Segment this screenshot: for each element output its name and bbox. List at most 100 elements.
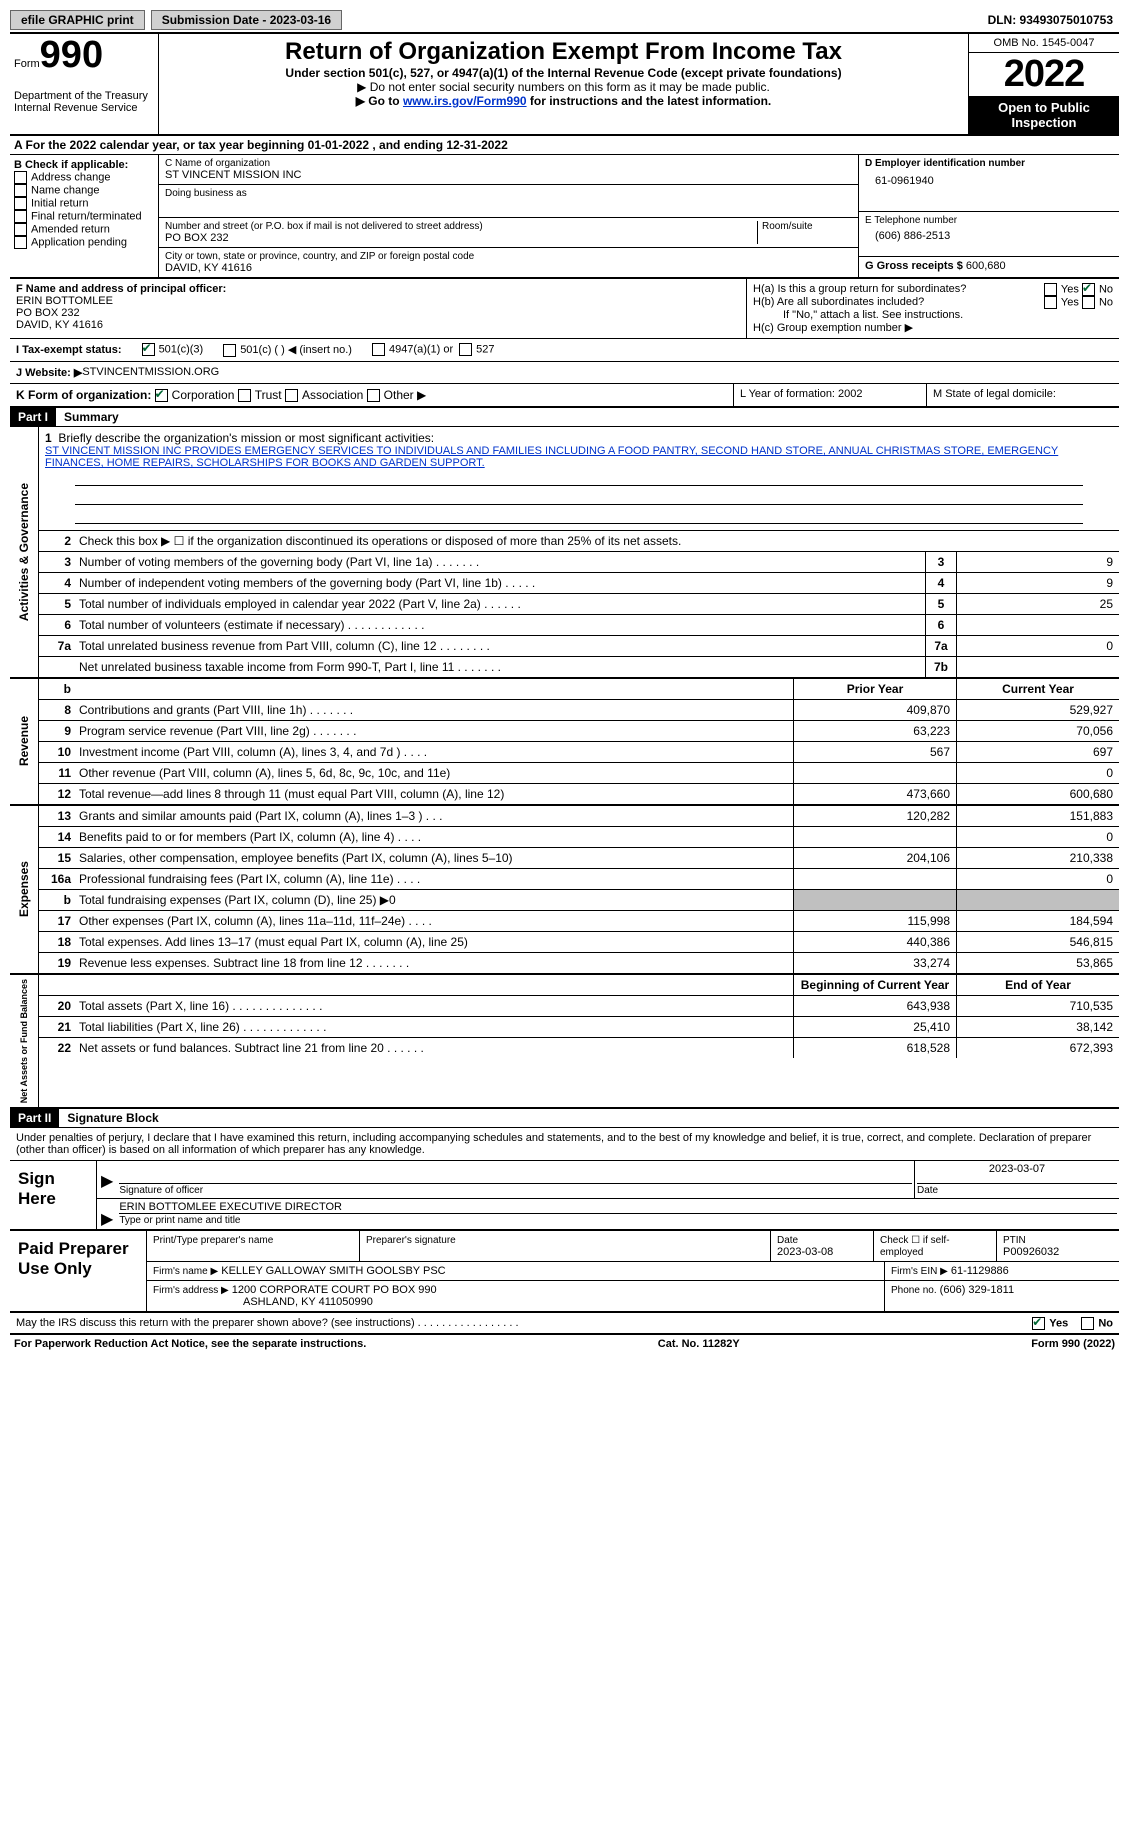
org-name-cell: C Name of organization ST VINCENT MISSIO… (159, 155, 858, 185)
summary-line: 17Other expenses (Part IX, column (A), l… (39, 911, 1119, 932)
i-501c[interactable] (223, 344, 236, 357)
row-j: J Website: ▶ STVINCENTMISSION.ORG (10, 362, 1119, 384)
gross-cell: G Gross receipts $ 600,680 (859, 257, 1119, 275)
fh-block: F Name and address of principal officer:… (10, 279, 1119, 339)
summary-line: 4Number of independent voting members of… (39, 573, 1119, 594)
form-subtitle: Under section 501(c), 527, or 4947(a)(1)… (163, 66, 964, 80)
section-a: A For the 2022 calendar year, or tax yea… (10, 136, 1119, 155)
discuss-yes[interactable] (1032, 1317, 1045, 1330)
phone-cell: E Telephone number (606) 886-2513 (859, 212, 1119, 257)
efile-print-button[interactable]: efile GRAPHIC print (10, 10, 145, 30)
summary-line: 8Contributions and grants (Part VIII, li… (39, 700, 1119, 721)
summary-line: 16aProfessional fundraising fees (Part I… (39, 869, 1119, 890)
summary-line: 22Net assets or fund balances. Subtract … (39, 1038, 1119, 1058)
side-ag: Activities & Governance (10, 427, 39, 677)
i-4947[interactable] (372, 343, 385, 356)
dba-cell: Doing business as (159, 185, 858, 218)
street-cell: Number and street (or P.O. box if mail i… (159, 218, 858, 248)
street: PO BOX 232 (165, 232, 753, 244)
top-bar: efile GRAPHIC print Submission Date - 20… (10, 10, 1119, 34)
summary-line: 5Total number of individuals employed in… (39, 594, 1119, 615)
k-box: K Form of organization: Corporation Trus… (10, 384, 734, 406)
paid-preparer: Paid Preparer Use Only (10, 1231, 147, 1311)
l-box: L Year of formation: 2002 (734, 384, 927, 406)
sig-block: Under penalties of perjury, I declare th… (10, 1128, 1119, 1231)
summary-line: 19Revenue less expenses. Subtract line 1… (39, 953, 1119, 973)
b-check-item: Address change (14, 171, 154, 184)
summary-line: bTotal fundraising expenses (Part IX, co… (39, 890, 1119, 911)
h-col: H(a) Is this a group return for subordin… (747, 279, 1119, 338)
na-section: Net Assets or Fund Balances Beginning of… (10, 975, 1119, 1109)
m-box: M State of legal domicile: (927, 384, 1119, 406)
note-ssn: ▶ Do not enter social security numbers o… (163, 80, 964, 94)
summary-line: 7aTotal unrelated business revenue from … (39, 636, 1119, 657)
ag-section: Activities & Governance 1 Briefly descri… (10, 427, 1119, 679)
phone: (606) 886-2513 (865, 226, 1113, 242)
mission-text: ST VINCENT MISSION INC PROVIDES EMERGENC… (45, 445, 1113, 469)
b-label: B Check if applicable: (14, 159, 154, 171)
b-check-item: Initial return (14, 197, 154, 210)
hb-yes[interactable] (1044, 296, 1057, 309)
summary-line: 20Total assets (Part X, line 16) . . . .… (39, 996, 1119, 1017)
submission-date: Submission Date - 2023-03-16 (151, 10, 342, 30)
header-center: Return of Organization Exempt From Incom… (159, 34, 969, 134)
org-name: ST VINCENT MISSION INC (165, 169, 852, 181)
header-right: OMB No. 1545-0047 2022 Open to Public In… (969, 34, 1119, 134)
ha-no[interactable] (1082, 283, 1095, 296)
part1-header: Part I Summary (10, 408, 1119, 427)
summary-line: 14Benefits paid to or for members (Part … (39, 827, 1119, 848)
entity-block: B Check if applicable: Address changeNam… (10, 155, 1119, 279)
summary-line: 11Other revenue (Part VIII, column (A), … (39, 763, 1119, 784)
summary-line: 13Grants and similar amounts paid (Part … (39, 806, 1119, 827)
row-i: I Tax-exempt status: 501(c)(3) 501(c) ( … (10, 339, 1119, 362)
tax-year: 2022 (969, 53, 1119, 96)
i-527[interactable] (459, 343, 472, 356)
irs-label: Internal Revenue Service (14, 102, 154, 114)
open-public: Open to Public Inspection (969, 96, 1119, 134)
f-col: F Name and address of principal officer:… (10, 279, 747, 338)
penalty-text: Under penalties of perjury, I declare th… (10, 1128, 1119, 1161)
summary-line: 10Investment income (Part VIII, column (… (39, 742, 1119, 763)
b-check-item: Final return/terminated (14, 210, 154, 223)
hb-no[interactable] (1082, 296, 1095, 309)
preparer-block: Paid Preparer Use Only Print/Type prepar… (10, 1231, 1119, 1313)
summary-line: 15Salaries, other compensation, employee… (39, 848, 1119, 869)
header-left: Form990 Department of the Treasury Inter… (10, 34, 159, 134)
city: DAVID, KY 41616 (165, 262, 852, 274)
form-number: 990 (40, 34, 103, 76)
discuss-no[interactable] (1081, 1317, 1094, 1330)
b-check-item: Application pending (14, 236, 154, 249)
summary-line: 12Total revenue—add lines 8 through 11 (… (39, 784, 1119, 804)
exp-section: Expenses 13Grants and similar amounts pa… (10, 806, 1119, 975)
form-title: Return of Organization Exempt From Incom… (163, 38, 964, 66)
form-header: Form990 Department of the Treasury Inter… (10, 34, 1119, 136)
sign-here: Sign Here (10, 1161, 97, 1229)
city-cell: City or town, state or province, country… (159, 248, 858, 277)
row-klm: K Form of organization: Corporation Trus… (10, 384, 1119, 408)
col-c: C Name of organization ST VINCENT MISSIO… (159, 155, 859, 277)
summary-line: 18Total expenses. Add lines 13–17 (must … (39, 932, 1119, 953)
col-b: B Check if applicable: Address changeNam… (10, 155, 159, 277)
dln-label: DLN: 93493075010753 (988, 13, 1119, 27)
summary-line: 9Program service revenue (Part VIII, lin… (39, 721, 1119, 742)
note-link-row: ▶ Go to www.irs.gov/Form990 for instruct… (163, 94, 964, 108)
dept-treasury: Department of the Treasury (14, 90, 154, 102)
form-prefix: Form (14, 58, 40, 70)
ein-cell: D Employer identification number 61-0961… (859, 155, 1119, 212)
irs-link[interactable]: www.irs.gov/Form990 (403, 94, 527, 108)
part2-header: Part II Signature Block (10, 1109, 1119, 1128)
website: STVINCENTMISSION.ORG (82, 366, 219, 378)
b-check-item: Name change (14, 184, 154, 197)
summary-line: Net unrelated business taxable income fr… (39, 657, 1119, 677)
col-d: D Employer identification number 61-0961… (859, 155, 1119, 277)
footer: For Paperwork Reduction Act Notice, see … (10, 1335, 1119, 1353)
ein: 61-0961940 (865, 169, 1113, 187)
gross-receipts: 600,680 (966, 260, 1006, 272)
omb-number: OMB No. 1545-0047 (969, 34, 1119, 53)
summary-line: 6Total number of volunteers (estimate if… (39, 615, 1119, 636)
rev-section: Revenue b Prior Year Current Year 8Contr… (10, 679, 1119, 806)
ha-yes[interactable] (1044, 283, 1057, 296)
b-check-item: Amended return (14, 223, 154, 236)
discuss-row: May the IRS discuss this return with the… (10, 1313, 1119, 1335)
i-501c3[interactable] (142, 343, 155, 356)
